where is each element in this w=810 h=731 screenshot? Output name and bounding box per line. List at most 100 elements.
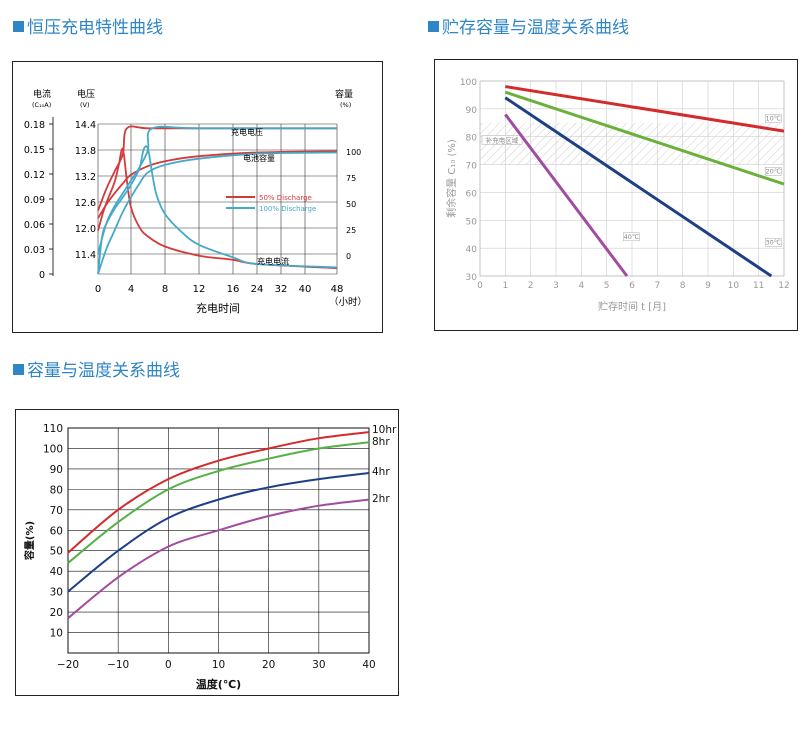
x-tick-label: 4 — [578, 281, 584, 291]
x-tick-label: 0 — [477, 281, 483, 291]
y-tick-label: 30 — [466, 273, 478, 283]
square-bullet-icon — [428, 21, 439, 32]
x-tick-label: 30 — [312, 659, 325, 671]
y-tick-label: 100 — [43, 443, 63, 455]
x-tick-label: 1 — [502, 281, 508, 291]
voltage-tick-label: 13.8 — [75, 146, 96, 157]
x-tick-label: 48 — [331, 284, 344, 295]
current-tick-label: 0.12 — [24, 170, 45, 181]
series-line-voltage — [97, 125, 337, 255]
x-tick-label: 24 — [251, 284, 264, 295]
x-axis-title: 贮存时间 t [月] — [598, 300, 666, 313]
series-line — [505, 85, 785, 133]
section-title-charge: 恒压充电特性曲线 — [13, 13, 163, 38]
x-tick-label: 4 — [128, 284, 134, 295]
y-tick-label: 60 — [50, 525, 63, 537]
x-tick-label: 8 — [162, 284, 168, 295]
x-tick-label: 16 — [227, 284, 240, 295]
band-label: 补充电区域 — [486, 135, 519, 144]
y-tick-label: 80 — [466, 134, 478, 144]
x-tick-label: 12 — [778, 281, 789, 291]
series-label: 10hr — [372, 424, 397, 436]
series-line-capacity — [97, 150, 338, 219]
x-tick-label: 9 — [705, 281, 711, 291]
current-axis-unit: (C₁₀A) — [32, 101, 51, 109]
curve-label-current: 充电电流 — [257, 256, 289, 266]
voltage-tick-label: 11.4 — [75, 250, 96, 261]
y-axis-title: 剩余容量 C₁₀ (%) — [445, 139, 458, 218]
y-tick-label: 90 — [466, 106, 478, 116]
current-tick-label: 0.06 — [24, 220, 45, 231]
x-tick-label: 12 — [193, 284, 206, 295]
x-axis-title: 充电时间 — [196, 301, 240, 315]
square-bullet-icon — [13, 21, 24, 32]
series-tag: 20℃ — [765, 167, 781, 175]
x-tick-label: 0 — [165, 659, 172, 671]
x-tick-label: −20 — [57, 659, 79, 671]
series-line — [504, 96, 773, 278]
current-tick-label: 0 — [39, 270, 45, 281]
x-tick-label: −10 — [107, 659, 129, 671]
current-axis-label: 电流 — [33, 88, 51, 100]
capacity-axis-unit: (%) — [340, 101, 351, 109]
voltage-tick-label: 13.2 — [75, 172, 96, 183]
current-tick-label: 0.15 — [24, 145, 45, 156]
y-tick-label: 70 — [50, 505, 63, 517]
series-tag-box — [765, 167, 782, 176]
voltage-axis-unit: (V) — [80, 101, 90, 109]
series-tag-box — [765, 114, 782, 123]
x-tick-label: 6 — [629, 281, 635, 291]
current-tick-label: 0.09 — [24, 195, 45, 206]
capacity-tick-label: 75 — [346, 174, 356, 183]
capacity-tick-label: 50 — [346, 200, 356, 209]
y-tick-label: 50 — [50, 546, 63, 558]
capacity-axis-label: 容量 — [335, 88, 353, 100]
y-tick-label: 50 — [466, 217, 478, 227]
y-tick-label: 80 — [50, 484, 63, 496]
x-tick-label: 11 — [753, 281, 764, 291]
x-tick-label: 32 — [275, 284, 288, 295]
y-tick-label: 40 — [50, 566, 63, 578]
storage-chart-panel: 30 40 50 60 70 80 90 100 0 1 2 3 4 5 6 7 8 9 10 11 12 贮存时间 t … — [434, 59, 798, 331]
series-tag: 40℃ — [624, 233, 640, 241]
series-line — [67, 441, 370, 564]
series-line — [67, 431, 370, 554]
section-title-storage: 贮存容量与温度关系曲线 — [428, 13, 629, 38]
series-label: 2hr — [372, 493, 390, 505]
plot-frame — [67, 427, 370, 654]
voltage-axis-label: 电压 — [77, 88, 95, 100]
x-tick-label: 0 — [95, 284, 101, 295]
series-line — [67, 498, 370, 619]
x-tick-label: 2 — [528, 281, 534, 291]
band-label-box — [481, 135, 523, 145]
section-title-capacity-text: 容量与温度关系曲线 — [27, 361, 180, 381]
x-tick-label: 8 — [680, 281, 686, 291]
capacity-tick-label: 25 — [346, 226, 356, 235]
voltage-tick-label: 12.6 — [75, 198, 96, 209]
capacity-tick-label: 0 — [346, 252, 351, 261]
current-tick-label: 0.03 — [24, 245, 45, 256]
voltage-tick-label: 12.0 — [75, 224, 96, 235]
charge-chart: 0.18 0.15 0.12 0.09 0.06 0.03 0 电流(C₁₀A) 电压(V) 容量… — [24, 88, 367, 315]
y-tick-label: 20 — [50, 607, 63, 619]
x-tick-label: 40 — [362, 659, 375, 671]
x-tick-label: 20 — [262, 659, 275, 671]
x-axis-title: 温度(℃) — [196, 677, 241, 691]
charge-chart-panel: 0.18 0.15 0.12 0.09 0.06 0.03 0 电流 (C₁₀A) 电压 (V) 容量… — [12, 61, 383, 333]
y-tick-label: 30 — [50, 587, 63, 599]
x-tick-label: 5 — [604, 281, 610, 291]
capacity-tick-label: 100 — [346, 148, 361, 157]
curve-label-voltage: 充电电压 — [231, 127, 263, 137]
section-title-charge-text: 恒压充电特性曲线 — [27, 18, 163, 38]
x-tick-label: 7 — [654, 281, 660, 291]
square-bullet-icon — [13, 364, 24, 375]
y-tick-label: 90 — [50, 464, 63, 476]
plot-frame — [479, 80, 785, 277]
y-tick-label: 100 — [460, 78, 477, 88]
legend-label: 50% Discharge — [259, 194, 312, 202]
series-line — [67, 472, 370, 593]
x-tick-label: 3 — [553, 281, 559, 291]
legend-label: 100% Discharge — [259, 205, 316, 213]
y-tick-label: 60 — [466, 189, 478, 199]
current-tick-label: 0.18 — [24, 120, 45, 131]
